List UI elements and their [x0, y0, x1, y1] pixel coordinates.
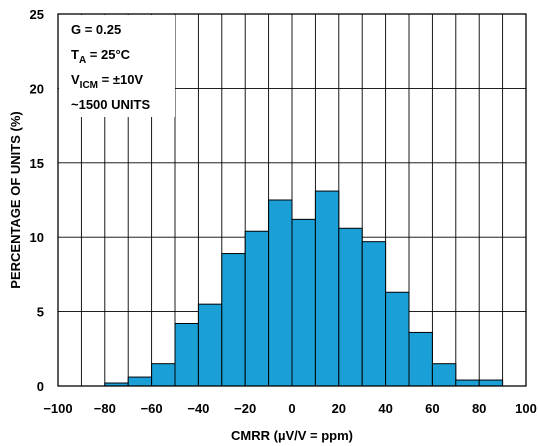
histogram-bars — [104, 190, 504, 387]
y-axis-title: PERCENTAGE OF UNITS (%) — [8, 111, 23, 288]
y-tick-label: 5 — [37, 305, 44, 320]
histogram-bar — [408, 331, 433, 387]
y-tick-labels: 0 5 10 15 20 25 — [30, 7, 44, 394]
x-tick-label: 60 — [425, 401, 439, 416]
plot-frame — [57, 13, 527, 387]
x-axis-title: CMRR (µV/V = ppm) — [231, 428, 353, 443]
annotation-line: TA = 25°C — [71, 47, 131, 66]
y-tick-label: 20 — [30, 81, 44, 96]
x-tick-label: −20 — [234, 401, 256, 416]
x-tick-label: −100 — [43, 401, 72, 416]
x-tick-label: −60 — [141, 401, 163, 416]
x-tick-labels: −100 −80 −60 −40 −20 0 20 40 60 80 100 — [43, 401, 537, 416]
x-tick-label: 0 — [288, 401, 295, 416]
histogram-bar — [455, 379, 480, 387]
histogram-bar — [197, 303, 223, 387]
histogram-bar — [127, 376, 153, 387]
x-tick-label: −40 — [187, 401, 209, 416]
x-tick-label: 80 — [472, 401, 486, 416]
histogram-bar — [174, 323, 199, 387]
histogram-bar — [268, 199, 293, 387]
y-tick-label: 0 — [37, 379, 44, 394]
histogram-bar — [338, 227, 363, 387]
y-tick-label: 15 — [30, 156, 44, 171]
annotation-line: G = 0.25 — [71, 22, 121, 37]
histogram-bar — [314, 190, 340, 387]
conditions-annotation: G = 0.25 TA = 25°C VICM = ±10V ~1500 UNITS — [71, 22, 150, 112]
histogram-bar — [291, 218, 316, 387]
x-tick-label: 40 — [378, 401, 392, 416]
histogram-bar — [478, 379, 504, 387]
histogram-bar — [151, 363, 176, 387]
x-tick-label: −80 — [94, 401, 116, 416]
histogram-bar — [385, 291, 410, 387]
annotation-line: VICM = ±10V — [71, 72, 143, 91]
y-tick-label: 25 — [30, 7, 44, 22]
histogram-bar — [361, 241, 387, 387]
x-tick-label: 20 — [332, 401, 346, 416]
annotation-box — [59, 15, 175, 117]
y-tick-label: 10 — [30, 230, 44, 245]
histogram-bar — [431, 363, 457, 387]
annotation-line: ~1500 UNITS — [71, 97, 150, 112]
histogram-bar — [244, 230, 270, 387]
x-tick-label: 100 — [515, 401, 537, 416]
histogram-bar — [221, 253, 246, 387]
